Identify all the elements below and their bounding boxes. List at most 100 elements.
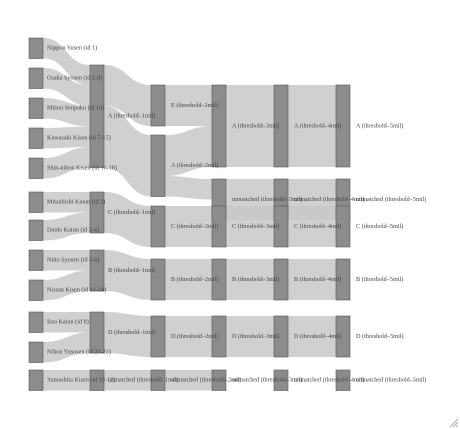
sankey-node-label: unmatched (threshold–4mil) bbox=[294, 377, 364, 384]
sankey-node-label: unmatched (threshold–1mil) bbox=[108, 377, 178, 384]
sankey-link bbox=[104, 65, 151, 126]
sankey-link bbox=[226, 199, 274, 220]
sankey-node-label: Osaka Syosen (id 2-9) bbox=[47, 75, 102, 82]
sankey-link bbox=[226, 259, 274, 300]
sankey-node[interactable] bbox=[273, 205, 289, 248]
sankey-node[interactable] bbox=[273, 315, 289, 358]
sankey-node[interactable] bbox=[211, 258, 227, 301]
sankey-node[interactable] bbox=[335, 205, 351, 248]
sankey-node-label: unmatched (threshold–2mil) bbox=[171, 377, 241, 384]
sankey-node[interactable] bbox=[335, 369, 351, 391]
sankey-node-label: A (threshold–1mil) bbox=[108, 113, 155, 120]
sankey-node[interactable] bbox=[335, 315, 351, 358]
sankey-node[interactable] bbox=[273, 258, 289, 301]
sankey-node[interactable] bbox=[273, 84, 289, 168]
sankey-link bbox=[43, 38, 90, 86]
sankey-node[interactable] bbox=[150, 369, 166, 391]
sankey-link bbox=[104, 250, 151, 300]
sankey-node-label: unmatched (threshold–5mil) bbox=[356, 196, 426, 203]
sankey-node-label: Nihon Yusosen (id 21-23) bbox=[47, 349, 111, 356]
sankey-node[interactable] bbox=[150, 84, 166, 127]
sankey-node[interactable] bbox=[211, 84, 227, 168]
sankey-link bbox=[165, 206, 212, 247]
sankey-link bbox=[43, 68, 90, 106]
sankey-node-label: A (threshold–2mil) bbox=[171, 162, 218, 169]
sankey-link bbox=[43, 370, 90, 391]
sankey-node[interactable] bbox=[335, 84, 351, 168]
sankey-node-label: A (threshold–4mil) bbox=[294, 122, 341, 129]
sankey-node[interactable] bbox=[28, 67, 44, 89]
labels-layer: Nippon Yusen (id 1) Osaka Syosen (id 2-9)… bbox=[47, 45, 426, 384]
sankey-node[interactable] bbox=[335, 258, 351, 301]
sankey-link bbox=[165, 126, 212, 176]
sankey-node-label: Mitsui Senpaku (id 10) bbox=[47, 105, 104, 112]
sankey-node[interactable] bbox=[28, 219, 44, 241]
sankey-link bbox=[104, 106, 151, 197]
sankey-link bbox=[226, 316, 274, 357]
resize-grip-icon[interactable] bbox=[448, 417, 458, 427]
sankey-node[interactable] bbox=[28, 279, 44, 301]
sankey-node-label: D (threshold–1mil) bbox=[108, 329, 156, 336]
sankey-node[interactable] bbox=[28, 191, 44, 213]
sankey-node[interactable] bbox=[211, 205, 227, 248]
sankey-node[interactable] bbox=[28, 127, 44, 149]
sankey-node[interactable] bbox=[89, 191, 105, 234]
sankey-node[interactable] bbox=[28, 157, 44, 179]
sankey-node[interactable] bbox=[150, 315, 166, 358]
sankey-link bbox=[43, 147, 90, 179]
sankey-node-label: D (threshold–4mil) bbox=[294, 333, 342, 340]
sankey-link bbox=[43, 312, 90, 333]
sankey-link bbox=[43, 98, 90, 127]
sankey-node[interactable] bbox=[89, 369, 105, 391]
sankey-node[interactable] bbox=[28, 369, 44, 391]
sankey-link bbox=[165, 85, 212, 126]
sankey-node[interactable] bbox=[211, 315, 227, 358]
sankey-node-label: C (threshold–4mil) bbox=[294, 223, 341, 230]
sankey-link bbox=[288, 199, 336, 220]
sankey-link bbox=[43, 192, 90, 213]
sankey-node-label: Mitsubishi Kaiun (id 2) bbox=[47, 199, 105, 206]
sankey-node[interactable] bbox=[28, 37, 44, 59]
sankey-node[interactable] bbox=[150, 258, 166, 301]
sankey-node-label: A (threshold–3mil) bbox=[232, 122, 279, 129]
sankey-node-label: D (threshold–5mil) bbox=[356, 333, 404, 340]
sankey-node[interactable] bbox=[89, 249, 105, 292]
sankey-node[interactable] bbox=[28, 249, 44, 271]
sankey-node[interactable] bbox=[211, 369, 227, 391]
sankey-node[interactable] bbox=[28, 341, 44, 363]
sankey-link bbox=[43, 250, 90, 271]
sankey-node[interactable] bbox=[89, 64, 105, 168]
sankey-node-label: unmatched (threshold–5mil) bbox=[356, 377, 426, 384]
sankey-link bbox=[288, 179, 336, 200]
sankey-node-label: D (threshold–3mil) bbox=[232, 333, 280, 340]
sankey-node[interactable] bbox=[150, 205, 166, 248]
sankey-link bbox=[165, 316, 212, 357]
sankey-node[interactable] bbox=[28, 311, 44, 333]
sankey-node-label: A (threshold–5mil) bbox=[356, 122, 403, 129]
sankey-node[interactable] bbox=[28, 97, 44, 119]
sankey-node-label: Iino Kaiun (id 8) bbox=[47, 319, 89, 326]
sankey-node-label: B (threshold–2mil) bbox=[171, 276, 218, 283]
sankey-node[interactable] bbox=[150, 134, 166, 197]
sankey-link bbox=[104, 312, 151, 357]
sankey-link bbox=[226, 85, 274, 167]
sankey-node[interactable] bbox=[273, 369, 289, 391]
sankey-node-label: Nissan Kisen (id 11-24) bbox=[47, 287, 106, 294]
sankey-node-label: C (threshold–5mil) bbox=[356, 223, 403, 230]
sankey-node-label: Shin-nihon Kisen (id 16-18) bbox=[47, 165, 117, 172]
sankey-node-label: B (threshold–4mil) bbox=[294, 276, 341, 283]
sankey-node[interactable] bbox=[89, 311, 105, 354]
sankey-link bbox=[104, 370, 151, 391]
sankey-link bbox=[43, 212, 90, 241]
sankey-node-label: B (threshold–3mil) bbox=[232, 276, 279, 283]
sankey-link bbox=[165, 370, 212, 391]
sankey-node-label: unmatched (threshold–4mil) bbox=[294, 196, 364, 203]
sankey-link bbox=[165, 259, 212, 300]
sankey-link bbox=[43, 332, 90, 363]
links-layer bbox=[43, 38, 336, 391]
sankey-node-label: D (threshold–2mil) bbox=[171, 333, 219, 340]
sankey-node-label: C (threshold–1mil) bbox=[108, 209, 155, 216]
sankey-link bbox=[43, 126, 90, 149]
